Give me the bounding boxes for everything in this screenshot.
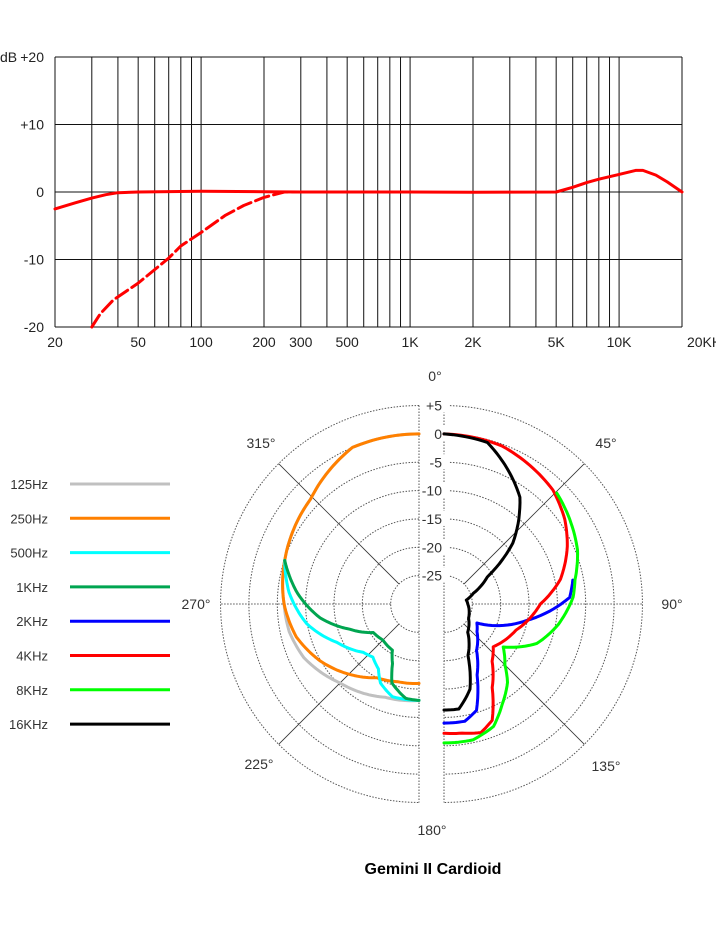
fr-x-tick-label: 1K: [402, 334, 420, 350]
fr-x-tick-label: 20KHz: [687, 334, 716, 350]
polar-axis-45: [463, 463, 585, 585]
polar-series-500hz: [283, 558, 421, 702]
ring-label-bg: [422, 397, 449, 413]
fr-x-tick-label: 10K: [607, 334, 633, 350]
ring-label-bg: [422, 567, 449, 583]
legend-label: 500Hz: [10, 546, 48, 561]
polar-series-125hz: [281, 432, 421, 703]
fr-x-tick-label: 500: [335, 334, 359, 350]
legend-label: 250Hz: [10, 511, 48, 526]
ring-label: +5: [426, 398, 442, 414]
angle-label: 45°: [595, 435, 616, 451]
fr-series-flat: [53, 168, 684, 211]
ring-label-bg: [422, 482, 449, 498]
polar-ring-left: [220, 405, 420, 803]
polar-ring-right: [443, 461, 587, 747]
polar-ring-right: [443, 518, 530, 690]
polar-axis-135: [463, 623, 585, 745]
ring-label: -25: [422, 568, 442, 584]
angle-label: 270°: [182, 596, 211, 612]
polar-series-1khz: [283, 558, 421, 702]
polar-series-16khz: [442, 432, 522, 712]
legend-label: 4KHz: [16, 649, 48, 664]
polar-series-4khz: [442, 432, 569, 735]
fr-x-tick-label: 20: [47, 334, 63, 350]
legend-label: 1KHz: [16, 580, 48, 595]
ring-label-bg: [422, 510, 449, 526]
fr-series-low-cut: [90, 190, 303, 329]
polar-series: [281, 432, 580, 745]
fr-y-tick-label: -20: [24, 319, 44, 335]
polar-ring-left: [390, 575, 420, 633]
legend: 125Hz 250Hz 500Hz 1KHz 2KHz 4KHz 8KHz 16KHz: [9, 477, 170, 732]
fr-x-tick-label: 2K: [464, 334, 482, 350]
angle-label: 225°: [245, 756, 274, 772]
polar-axis-315: [278, 463, 400, 585]
polar-ring-right: [443, 575, 473, 633]
angle-label: 180°: [418, 822, 447, 838]
ring-label-bg: [422, 539, 449, 555]
chart-title: Gemini II Cardioid: [365, 861, 502, 878]
ring-label-bg: [422, 454, 449, 470]
polar-pattern-chart: +5 0 -5 -10 -15 -20 -25 0° 45° 90° 135° 180° 225° 27…: [9, 368, 683, 878]
legend-label: 16KHz: [9, 717, 48, 732]
polar-ring-left: [333, 518, 420, 690]
angle-label: 135°: [592, 758, 621, 774]
legend-label: 8KHz: [16, 683, 48, 698]
fr-x-tick-label: 5K: [548, 334, 566, 350]
ring-label: 0: [434, 426, 442, 442]
fr-y-tick-label: +10: [20, 117, 44, 133]
angle-label: 90°: [661, 596, 682, 612]
polar-ring-labels: +5 0 -5 -10 -15 -20 -25: [422, 397, 449, 584]
angle-label: 0°: [428, 368, 441, 384]
polar-center-gap: [420, 403, 443, 805]
polar-axis-225: [278, 623, 400, 745]
polar-series-8khz: [442, 491, 580, 745]
angle-label: 315°: [247, 435, 276, 451]
fr-y-tick-label: +20: [20, 49, 44, 65]
fr-x-tick-label: 200: [252, 334, 276, 350]
polar-grid: [220, 403, 643, 805]
fr-x-tick-label: 50: [130, 334, 146, 350]
ring-label: -15: [422, 511, 442, 527]
ring-label: -5: [430, 454, 443, 470]
fr-series: [53, 168, 684, 329]
polar-angle-labels: 0° 45° 90° 135° 180° 225° 270° 315°: [182, 368, 683, 838]
legend-label: 125Hz: [10, 477, 48, 492]
polar-ring-left: [276, 461, 420, 747]
fr-x-tick-label: 300: [289, 334, 313, 350]
polar-series-250hz: [281, 432, 421, 685]
fr-y-axis-label: dB: [0, 49, 17, 65]
fr-y-tick-label: 0: [36, 184, 44, 200]
polar-ring-right: [443, 405, 643, 803]
fr-y-ticks: +20 +10 0 -10 -20: [20, 49, 44, 335]
fr-y-tick-label: -10: [24, 252, 44, 268]
fr-x-tick-label: 100: [189, 334, 213, 350]
legend-label: 2KHz: [16, 614, 48, 629]
polar-series-2khz: [442, 578, 575, 725]
ring-label-bg: [422, 425, 449, 441]
frequency-response-chart: dB +20 +10 0 -10 -20 20 50 100 200 300 500 1K 2K 5K 1…: [0, 49, 716, 350]
fr-x-ticks: 20 50 100 200 300 500 1K 2K 5K 10K 20KHz: [47, 334, 716, 350]
ring-label: -20: [422, 539, 442, 555]
ring-label: -10: [422, 483, 442, 499]
